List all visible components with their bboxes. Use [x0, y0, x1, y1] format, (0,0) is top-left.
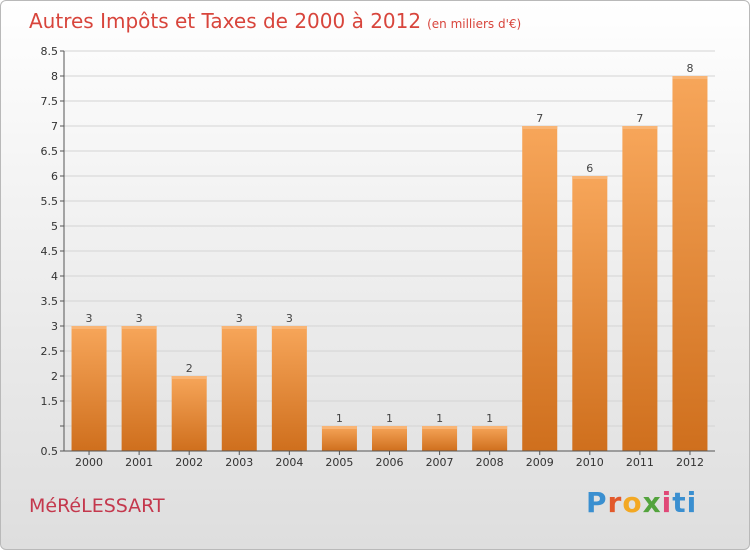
bar-highlight — [121, 326, 157, 329]
bar-highlight — [71, 326, 107, 329]
bar-highlight — [522, 126, 558, 129]
data-label: 3 — [86, 312, 93, 325]
y-tick-label: 7.5 — [41, 95, 59, 108]
x-tick-label: 2009 — [526, 456, 554, 469]
x-tick-label: 2011 — [626, 456, 654, 469]
bar — [321, 426, 357, 451]
data-label: 3 — [236, 312, 243, 325]
x-tick-label: 2003 — [225, 456, 253, 469]
title-unit: (en milliers d'€) — [427, 17, 522, 31]
x-tick-label: 2000 — [75, 456, 103, 469]
bars: 3 3 2 3 3 1 1 1 1 7 6 7 8 — [71, 62, 708, 451]
y-tick-label: 4 — [51, 270, 58, 283]
y-tick-label: 6.5 — [41, 145, 59, 158]
bar — [472, 426, 508, 451]
x-tick-label: 2006 — [376, 456, 404, 469]
y-tick-label: 7 — [51, 120, 58, 133]
y-tick-label: 5 — [51, 220, 58, 233]
bar — [221, 326, 257, 451]
logo-letter: x — [642, 486, 662, 519]
proxiti-logo: Proxiti — [586, 486, 697, 519]
y-tick-label: 4.5 — [41, 245, 59, 258]
bar — [171, 376, 207, 451]
bar — [271, 326, 307, 451]
data-label: 1 — [386, 412, 393, 425]
y-tick-label: 8 — [51, 70, 58, 83]
data-label: 1 — [336, 412, 343, 425]
data-label: 3 — [136, 312, 143, 325]
city-name: MéRéLESSART — [29, 495, 165, 517]
logo-letter: i — [661, 486, 673, 519]
logo-letter: ti — [672, 486, 698, 519]
bar-highlight — [372, 426, 407, 429]
bar-highlight — [622, 126, 658, 129]
bar — [672, 76, 708, 451]
x-tick-label: 2004 — [275, 456, 303, 469]
bar-highlight — [472, 426, 508, 429]
bar — [372, 426, 407, 451]
bar — [71, 326, 107, 451]
x-tick-label: 2002 — [175, 456, 203, 469]
x-tick-label: 2005 — [325, 456, 353, 469]
y-tick-label: 3 — [51, 320, 58, 333]
x-tick-label: 2012 — [676, 456, 704, 469]
bar-highlight — [321, 426, 357, 429]
bar — [422, 426, 458, 451]
y-tick-label: 2 — [51, 370, 58, 383]
bar — [622, 126, 658, 451]
y-tick-label: 3.5 — [41, 295, 59, 308]
bar — [121, 326, 157, 451]
y-tick-label: 5.5 — [41, 195, 59, 208]
y-tick-label: 8.5 — [41, 45, 59, 58]
bar — [572, 176, 608, 451]
title-text: Autres Impôts et Taxes de 2000 à 2012 — [29, 9, 422, 33]
bar — [522, 126, 558, 451]
y-tick-label: 1.5 — [41, 395, 59, 408]
data-label: 2 — [186, 362, 193, 375]
data-label: 8 — [686, 62, 693, 75]
data-label: 3 — [286, 312, 293, 325]
y-axis: 0.5 1.5 2 2.5 3 3.5 4 4.5 5 5.5 6 6.5 7 7.5 8 8.5 — [41, 45, 65, 458]
data-label: 1 — [486, 412, 493, 425]
bar-highlight — [572, 176, 608, 179]
logo-letter: o — [622, 486, 643, 519]
y-tick-label: 6 — [51, 170, 58, 183]
data-label: 1 — [436, 412, 443, 425]
bar-highlight — [672, 76, 708, 79]
chart-title: Autres Impôts et Taxes de 2000 à 2012 (en… — [29, 9, 521, 33]
gridlines — [64, 50, 715, 452]
y-tick-label: 2.5 — [41, 345, 59, 358]
data-label: 7 — [636, 112, 643, 125]
logo-letter: r — [607, 486, 623, 519]
bar-highlight — [422, 426, 458, 429]
x-tick-label: 2010 — [576, 456, 604, 469]
bar-highlight — [271, 326, 307, 329]
data-label: 6 — [586, 162, 593, 175]
logo-letter: P — [586, 486, 608, 519]
bar-highlight — [171, 376, 207, 379]
x-tick-label: 2007 — [426, 456, 454, 469]
y-tick-label: 0.5 — [41, 445, 59, 458]
data-label: 7 — [536, 112, 543, 125]
x-tick-label: 2008 — [476, 456, 504, 469]
bar-highlight — [221, 326, 257, 329]
x-axis: 2000 2001 2002 2003 2004 2005 2006 2007 2008 2009… — [64, 450, 715, 469]
x-tick-label: 2001 — [125, 456, 153, 469]
